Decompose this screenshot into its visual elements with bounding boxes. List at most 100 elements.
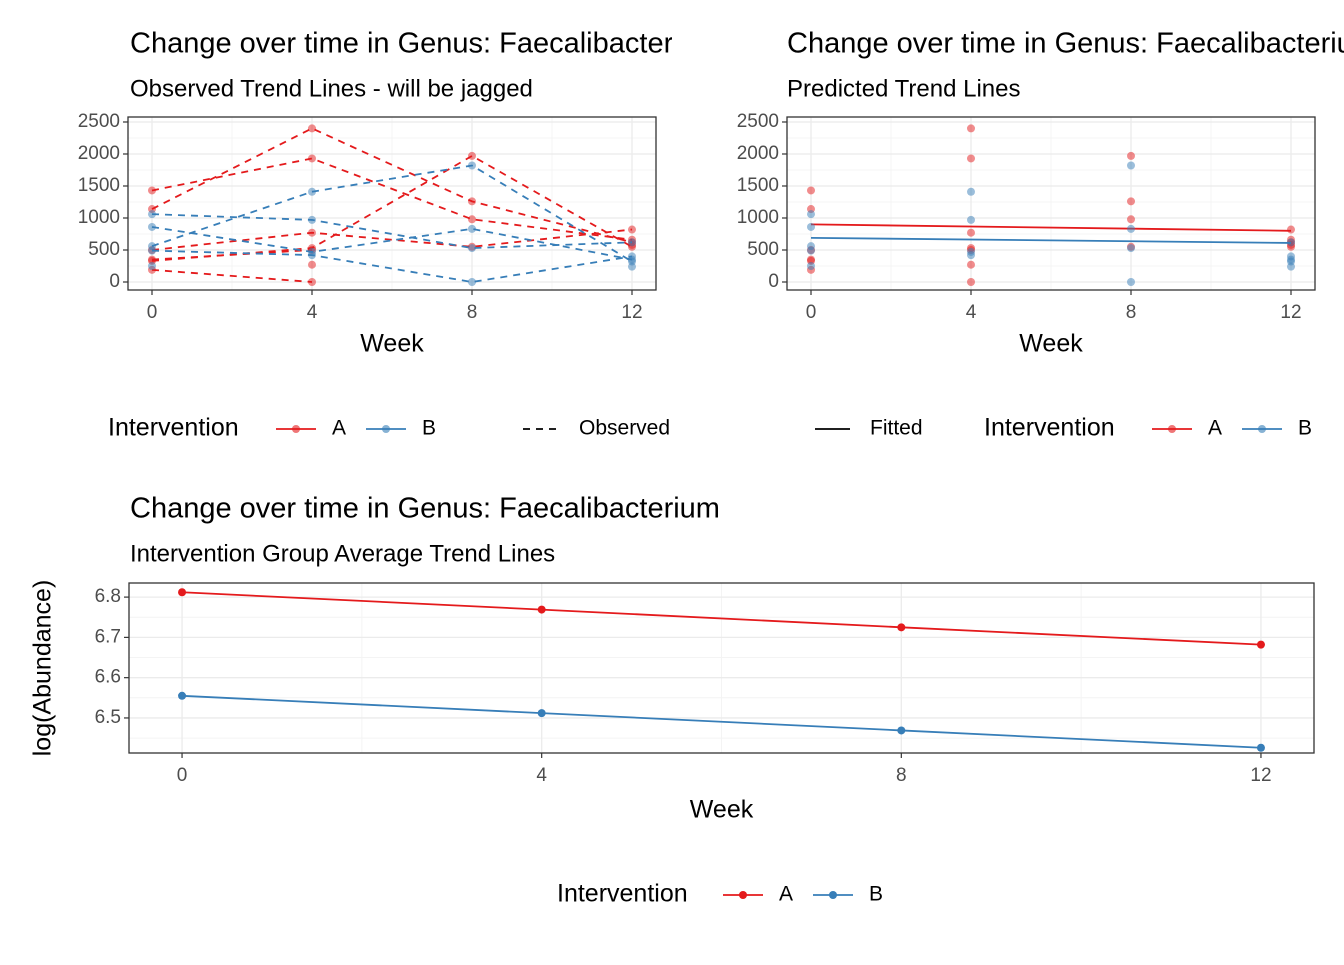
- subject-line: [151, 213, 633, 249]
- chart-subtitle: Predicted Trend Lines: [787, 75, 1020, 102]
- point: [967, 154, 975, 163]
- y-tick-label: 500: [747, 239, 779, 260]
- point: [1127, 224, 1135, 233]
- point: [967, 187, 975, 196]
- point: [897, 726, 906, 735]
- y-tick-label: 6.8: [95, 586, 121, 607]
- point: [148, 261, 156, 270]
- point: [897, 623, 906, 632]
- legend-label: A: [1208, 417, 1222, 440]
- point: [967, 215, 975, 224]
- legend-label: B: [1298, 417, 1312, 440]
- point: [1127, 161, 1135, 170]
- x-axis-title: Week: [690, 796, 754, 824]
- point: [1127, 215, 1135, 224]
- point: [537, 605, 546, 614]
- chart-title: Change over time in Genus: Faecalibacter…: [130, 28, 720, 60]
- x-tick-label: 4: [536, 765, 547, 786]
- plot-border: [127, 116, 657, 291]
- legend-label: B: [422, 417, 436, 440]
- point: [1287, 262, 1295, 271]
- legend-label: A: [332, 417, 346, 440]
- chart-subtitle: Observed Trend Lines - will be jagged: [130, 75, 533, 102]
- x-axis-title: Week: [360, 330, 424, 358]
- y-tick-label: 2500: [737, 111, 779, 132]
- trend-line: [182, 591, 1261, 646]
- point: [308, 154, 316, 163]
- y-tick-label: 0: [109, 271, 120, 292]
- panel-observed: 0 4 8 12 0 500 1000 1500 2000 2500 Change over tim…: [78, 28, 720, 442]
- point: [178, 588, 187, 597]
- y-tick-label: 6.5: [95, 707, 121, 728]
- x-tick-label: 12: [1250, 765, 1271, 786]
- subject-line: [151, 157, 633, 241]
- point: [1256, 640, 1265, 649]
- point: [1127, 244, 1135, 253]
- legend-title: Intervention: [557, 880, 688, 908]
- legend-linetype-label: Fitted: [870, 417, 923, 440]
- y-tick-label: 6.6: [95, 667, 121, 688]
- point: [967, 260, 975, 269]
- subject-line: [151, 228, 633, 251]
- point: [1287, 238, 1295, 247]
- y-tick-label: 1000: [737, 207, 779, 228]
- x-tick-label: 8: [1126, 302, 1137, 323]
- point: [807, 222, 815, 231]
- trend-line: [182, 694, 1261, 749]
- chart-subtitle: Intervention Group Average Trend Lines: [130, 540, 555, 567]
- point: [308, 260, 316, 269]
- point: [148, 210, 156, 219]
- point: [1127, 151, 1135, 160]
- point: [1127, 277, 1135, 286]
- x-tick-label: 12: [1280, 302, 1301, 323]
- point: [468, 161, 476, 170]
- chart-title: Change over time in Genus: Faecalibacter…: [130, 493, 720, 525]
- subject-line: [151, 164, 633, 263]
- y-axis-title: log(Abundance): [29, 580, 57, 757]
- y-tick-label: 1500: [737, 175, 779, 196]
- subject-line: [151, 249, 313, 261]
- point: [967, 251, 975, 260]
- point: [1287, 225, 1295, 234]
- fitted-line: [810, 236, 1292, 244]
- legend-key-point: [292, 425, 300, 433]
- point: [148, 186, 156, 195]
- plot-border: [128, 582, 1315, 754]
- x-tick-label: 0: [147, 302, 158, 323]
- chart-title: Change over time in Genus: Faecalibacter…: [787, 28, 1344, 60]
- point: [468, 244, 476, 253]
- fitted-line: [810, 223, 1292, 232]
- y-tick-label: 2000: [737, 143, 779, 164]
- subject-line: [151, 268, 313, 283]
- panel-average: 0 4 8 12 6.5 6.6 6.7 6.8 Change over time in Gen…: [29, 493, 1315, 908]
- x-tick-label: 12: [621, 302, 642, 323]
- point: [807, 261, 815, 270]
- point: [628, 262, 636, 271]
- y-tick-label: 1000: [78, 207, 120, 228]
- point: [537, 709, 546, 718]
- x-tick-label: 4: [966, 302, 977, 323]
- legend-linetype-label: Observed: [579, 417, 670, 440]
- point: [807, 186, 815, 195]
- y-tick-label: 6.7: [95, 626, 121, 647]
- y-tick-label: 500: [88, 239, 120, 260]
- point: [468, 215, 476, 224]
- plot-border: [786, 116, 1316, 291]
- point: [308, 228, 316, 237]
- y-tick-label: 0: [768, 271, 779, 292]
- subject-line: [151, 249, 633, 283]
- y-tick-label: 1500: [78, 175, 120, 196]
- point: [468, 151, 476, 160]
- point: [308, 277, 316, 286]
- legend-key-point: [382, 425, 390, 433]
- x-tick-label: 0: [177, 765, 188, 786]
- legend-key-point: [829, 891, 837, 899]
- point: [148, 246, 156, 255]
- point: [148, 255, 156, 264]
- point: [468, 224, 476, 233]
- legend-label: B: [869, 883, 883, 906]
- legend-key-point: [1258, 425, 1266, 433]
- point: [1256, 743, 1265, 752]
- point: [807, 246, 815, 255]
